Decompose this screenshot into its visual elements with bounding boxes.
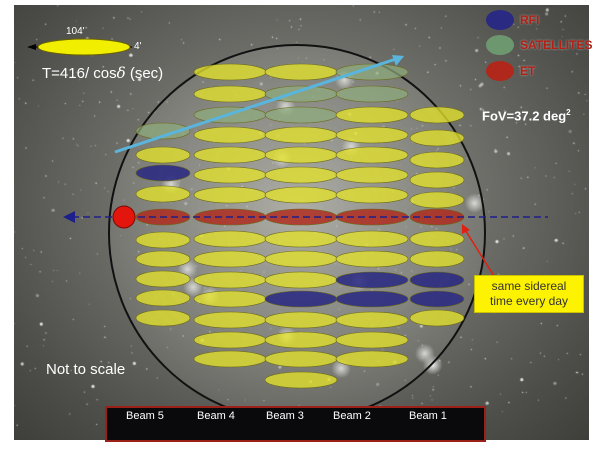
beam-5-label: Beam 5 xyxy=(126,410,164,422)
beam-ellipse xyxy=(193,311,267,329)
beam-ellipse xyxy=(335,250,409,268)
beam-1-label: Beam 1 xyxy=(409,410,447,422)
beam-ellipse xyxy=(193,63,267,81)
beam-3-label: Beam 3 xyxy=(266,410,304,422)
beam-ellipse xyxy=(335,126,409,144)
fov-text: FoV=37.2 deg xyxy=(482,108,567,124)
beam-ellipse xyxy=(135,146,191,164)
beam-ellipse xyxy=(409,106,465,124)
beam-ellipse xyxy=(264,230,338,248)
rfi-beam-ellipse xyxy=(409,290,465,308)
satellite-beam-ellipse xyxy=(335,85,409,103)
legend-et-label: ET xyxy=(520,64,536,78)
legend-satellites-swatch xyxy=(486,35,514,55)
beam-ellipse xyxy=(409,191,465,209)
beam-ellipse xyxy=(409,151,465,169)
beam-ellipse xyxy=(335,350,409,368)
rfi-beam-ellipse xyxy=(409,271,465,289)
beam-size-ellipse xyxy=(37,38,131,56)
formula-delta-symbol: δ xyxy=(116,64,126,82)
beam-ellipse xyxy=(193,126,267,144)
beam-ellipse xyxy=(193,85,267,103)
satellite-track-arrowhead xyxy=(392,55,404,66)
not-to-scale-note: Not to scale xyxy=(46,361,126,378)
beam-ellipse xyxy=(409,309,465,327)
beam-ellipse xyxy=(409,250,465,268)
legend-et-swatch xyxy=(486,61,514,81)
formula-unit: (sec) xyxy=(129,65,164,82)
beam-ellipse xyxy=(409,129,465,147)
satellite-beam-ellipse xyxy=(264,106,338,124)
beam-ellipse xyxy=(409,171,465,189)
beam-ellipse xyxy=(409,230,465,248)
callout-arrow-line xyxy=(463,227,495,277)
beam-ellipse xyxy=(264,250,338,268)
satellite-beam-ellipse xyxy=(335,63,409,81)
sidereal-callout-box: same sidereal time every day xyxy=(474,275,584,313)
beam-ellipse xyxy=(264,186,338,204)
legend-rfi-swatch xyxy=(486,10,514,30)
integration-time-formula: T=416/ cosδ (sec) xyxy=(42,64,163,82)
beam-ellipse xyxy=(193,350,267,368)
formula-prefix: T=416/ cos xyxy=(42,65,117,82)
beam-ellipse xyxy=(264,146,338,164)
beam-ellipse xyxy=(264,126,338,144)
callout-arrowhead xyxy=(462,224,470,234)
beam-minor-axis-label: 4' xyxy=(134,41,142,52)
et-source-marker xyxy=(112,205,136,229)
beam-ellipse xyxy=(335,146,409,164)
beam-ellipse xyxy=(193,250,267,268)
beam-ellipse xyxy=(135,309,191,327)
rfi-beam-ellipse xyxy=(135,164,191,182)
beam-ellipse xyxy=(193,271,267,289)
beam-signal-panel xyxy=(105,406,486,442)
beam-ellipse xyxy=(335,331,409,349)
beam-ellipse xyxy=(335,230,409,248)
beam-ellipse xyxy=(135,231,191,249)
beam-ellipse xyxy=(193,331,267,349)
beam-ellipse xyxy=(193,230,267,248)
beam-ellipse xyxy=(135,185,191,203)
beam-ellipse xyxy=(335,166,409,184)
beam-ellipse xyxy=(135,289,191,307)
beam-ellipse xyxy=(264,166,338,184)
beam-ellipse xyxy=(193,186,267,204)
legend-satellites-label: SATELLITES xyxy=(520,38,593,52)
beam-2-label: Beam 2 xyxy=(333,410,371,422)
beam-ellipse xyxy=(135,250,191,268)
beam-ellipse xyxy=(264,331,338,349)
beam-ellipse xyxy=(335,106,409,124)
beam-major-axis-label: 104' xyxy=(66,26,85,37)
scale-arrowhead xyxy=(27,44,36,50)
beam-4-label: Beam 4 xyxy=(197,410,235,422)
beam-ellipse xyxy=(193,290,267,308)
field-of-view-label: FoV=37.2 deg2 xyxy=(482,108,571,123)
beam-ellipse xyxy=(264,311,338,329)
legend-rfi-label: RFI xyxy=(520,13,540,27)
rfi-beam-ellipse xyxy=(335,271,409,289)
rfi-beam-ellipse xyxy=(335,290,409,308)
beam-ellipse xyxy=(335,186,409,204)
satellite-beam-ellipse xyxy=(135,122,191,140)
beam-ellipse xyxy=(264,371,338,389)
beam-ellipse xyxy=(193,166,267,184)
beam-ellipse xyxy=(193,146,267,164)
sidereal-track-arrowhead xyxy=(63,211,75,223)
satellite-track-line xyxy=(114,55,403,154)
beam-ellipse xyxy=(264,271,338,289)
beam-ellipse xyxy=(335,311,409,329)
fov-exponent: 2 xyxy=(566,108,571,117)
beam-ellipse xyxy=(135,270,191,288)
beam-ellipse xyxy=(264,350,338,368)
beam-ellipse xyxy=(264,63,338,81)
rfi-beam-ellipse xyxy=(264,290,338,308)
